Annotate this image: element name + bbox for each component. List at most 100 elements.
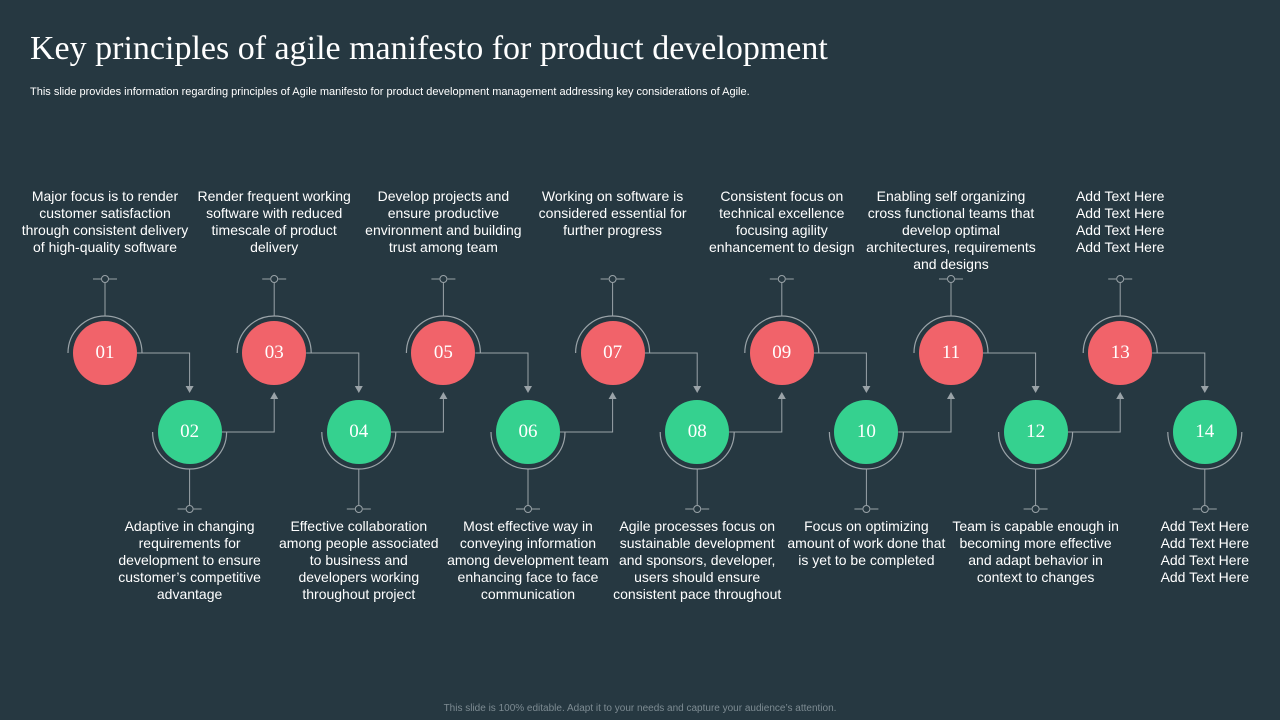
connector-line	[1152, 352, 1206, 387]
step-number: 01	[95, 342, 115, 363]
connector-line	[137, 352, 191, 387]
step-circle-09: 09	[749, 321, 814, 385]
arrow-head	[1116, 392, 1125, 399]
step-circle-02: 02	[157, 400, 222, 464]
step-number: 10	[856, 421, 876, 442]
step-circle-08: 08	[665, 400, 730, 464]
step-circle-06: 06	[496, 400, 560, 464]
connector-line	[898, 398, 952, 433]
step-circle-05: 05	[411, 321, 476, 385]
step-circle-07: 07	[580, 321, 645, 385]
stem-dot	[524, 505, 532, 513]
stem-dot	[693, 505, 702, 513]
step-number: 12	[1026, 421, 1046, 442]
step-circle-14: 14	[1172, 400, 1237, 464]
arrow-head	[862, 386, 871, 393]
arrow-head	[947, 392, 955, 399]
arrow-head	[524, 386, 532, 393]
step-description-05: Develop projects and ensure productive e…	[365, 188, 522, 255]
step-number: 13	[1110, 342, 1130, 363]
arrow-head	[1200, 386, 1209, 393]
arrow-head	[354, 386, 363, 393]
step-number: 06	[518, 421, 538, 442]
page-subtitle: This slide provides information regardin…	[30, 86, 750, 98]
step-circle-04: 04	[326, 400, 391, 464]
circle-ring	[575, 315, 651, 354]
stem-dot	[185, 505, 194, 513]
step-number: 04	[349, 421, 369, 442]
step-number: 03	[264, 342, 284, 363]
stem-dot	[1031, 505, 1040, 513]
step-number: 14	[1195, 421, 1215, 442]
step-circle-11: 11	[919, 321, 983, 385]
circle-ring	[152, 431, 228, 470]
connector-line	[306, 352, 360, 387]
circle-ring	[998, 431, 1074, 470]
step-circle-12: 12	[1003, 400, 1068, 464]
circle-ring	[67, 315, 143, 354]
step-description-04: Effective collaboration among people ass…	[279, 518, 439, 602]
arrow-head	[439, 392, 448, 399]
circle-ring	[744, 315, 820, 354]
connector-line	[560, 398, 614, 433]
stem-dot	[101, 275, 109, 283]
circle-ring	[405, 315, 481, 354]
connector-line	[390, 398, 444, 433]
step-description-08: Agile processes focus on sustainable dev…	[613, 518, 782, 602]
arrow-head	[270, 392, 279, 399]
stem-dot	[270, 275, 279, 283]
page-title: Key principles of agile manifesto for pr…	[30, 30, 828, 67]
step-description-14: Add Text Here Add Text Here Add Text Her…	[1160, 518, 1250, 585]
circle-ring	[659, 431, 735, 470]
circle-ring	[321, 431, 397, 470]
step-description-07: Working on software is considered essent…	[538, 188, 687, 238]
arrow-head	[608, 392, 617, 399]
connector-line	[1067, 398, 1121, 433]
step-number: 11	[941, 342, 961, 363]
arrow-head	[1031, 386, 1040, 393]
connector-line	[729, 398, 783, 433]
step-description-10: Focus on optimizing amount of work done …	[787, 518, 946, 568]
circle-ring	[236, 315, 312, 354]
step-circle-10: 10	[834, 400, 899, 464]
stem-dot	[354, 505, 363, 513]
footer-note: This slide is 100% editable. Adapt it to…	[443, 703, 837, 714]
stem-dot	[777, 275, 786, 283]
connector-line	[221, 398, 275, 433]
connector-line	[644, 352, 698, 387]
circle-ring	[1167, 431, 1243, 470]
arrow-head	[185, 386, 194, 393]
connector-line	[475, 352, 529, 387]
step-description-12: Team is capable enough in becoming more …	[952, 518, 1119, 585]
circle-ring	[490, 431, 566, 470]
circle-ring	[1082, 315, 1158, 354]
step-number: 02	[180, 421, 200, 442]
step-description-13: Add Text Here Add Text Here Add Text Her…	[1075, 188, 1165, 255]
step-description-02: Adaptive in changing requirements for de…	[118, 518, 261, 602]
step-description-09: Consistent focus on technical excellence…	[709, 188, 855, 255]
circle-ring	[913, 315, 989, 354]
arrow-head	[777, 392, 786, 399]
step-circle-01: 01	[73, 321, 137, 385]
stem-dot	[1116, 275, 1125, 283]
stem-dot	[947, 275, 955, 283]
stem-dot	[608, 275, 617, 283]
arrow-head	[693, 386, 702, 393]
step-description-06: Most effective way in conveying informat…	[447, 518, 609, 602]
stem-dot	[439, 275, 448, 283]
step-description-11: Enabling self organizing cross functiona…	[866, 188, 1036, 272]
step-description-01: Major focus is to render customer satisf…	[21, 188, 189, 255]
stem-dot	[1200, 505, 1209, 513]
connector-line	[813, 352, 867, 387]
connector-line	[983, 352, 1037, 387]
step-circle-13: 13	[1088, 321, 1153, 385]
step-number: 07	[603, 342, 623, 363]
step-description-03: Render frequent working software with re…	[197, 188, 351, 255]
step-number: 09	[772, 342, 792, 363]
stem-dot	[862, 505, 871, 513]
step-number: 08	[687, 421, 707, 442]
circle-ring	[828, 431, 904, 470]
step-circle-03: 03	[242, 321, 307, 385]
step-number: 05	[433, 342, 453, 363]
